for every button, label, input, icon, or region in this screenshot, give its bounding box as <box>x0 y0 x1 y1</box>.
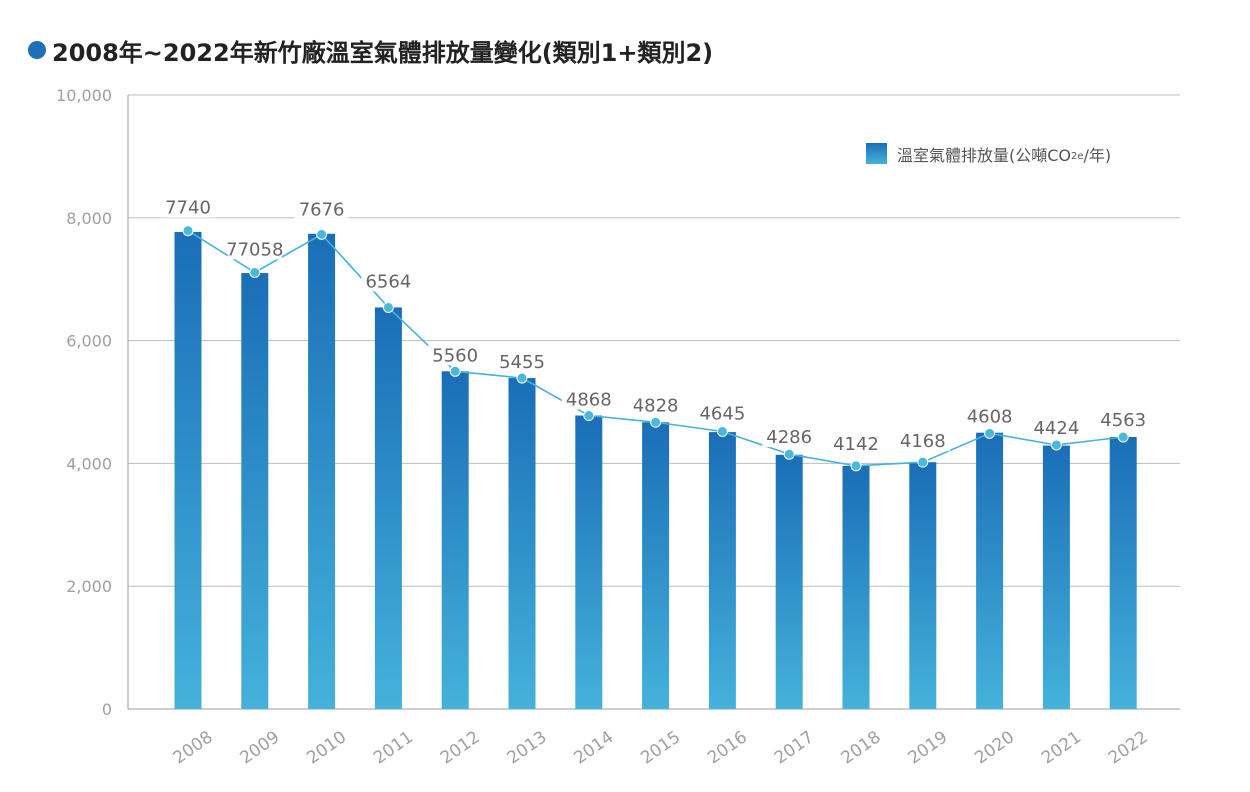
line-point <box>449 365 461 377</box>
data-label-bg <box>561 388 616 410</box>
data-label-bg <box>294 198 349 220</box>
x-tick-label: 2019 <box>904 727 951 768</box>
line-point <box>783 448 795 460</box>
x-tick-label: 2013 <box>504 727 551 768</box>
line-point <box>516 372 528 384</box>
y-tick-label: 10,000 <box>56 86 112 105</box>
line-point <box>382 301 394 313</box>
line-point <box>583 410 595 422</box>
x-tick-label: 2008 <box>170 727 217 768</box>
data-label: 6564 <box>365 271 411 292</box>
x-tick-label: 2016 <box>704 727 751 768</box>
bar <box>976 432 1004 709</box>
chart-title: 2008年~2022年新竹廠溫室氣體排放量變化(類別1+類別2) <box>52 38 714 67</box>
data-label: 4424 <box>1033 418 1079 439</box>
line-point <box>182 225 194 237</box>
y-tick-label: 6,000 <box>66 332 112 351</box>
data-label: 7740 <box>165 198 211 219</box>
line-point <box>716 425 728 437</box>
data-label-bg <box>161 196 215 218</box>
data-label: 77058 <box>226 239 283 260</box>
x-tick-label: 2018 <box>838 727 885 768</box>
bar <box>708 432 736 709</box>
legend-label: 溫室氣體排放量(公噸CO2e/年) <box>897 146 1111 165</box>
line-point <box>917 456 929 468</box>
y-tick-label: 2,000 <box>66 577 112 596</box>
bar <box>1042 445 1070 709</box>
data-label: 4286 <box>766 427 812 448</box>
data-label-bg <box>1029 416 1084 438</box>
data-label-bg <box>695 402 750 424</box>
x-tick-label: 2020 <box>971 727 1018 768</box>
data-label: 7676 <box>299 199 345 220</box>
bar <box>374 307 402 709</box>
data-label-bg <box>361 270 416 292</box>
y-tick-label: 4,000 <box>66 454 112 473</box>
line-point <box>650 416 662 428</box>
data-label-bg <box>428 344 483 366</box>
data-label: 4828 <box>633 395 679 416</box>
data-label-bg <box>1096 408 1151 430</box>
bar <box>441 371 469 709</box>
bar <box>842 465 870 709</box>
y-tick-label: 8,000 <box>66 209 112 228</box>
bars <box>174 231 1137 709</box>
x-tick-label: 2021 <box>1038 727 1085 768</box>
bar <box>775 454 803 709</box>
data-label-bg <box>762 426 817 448</box>
x-tick-label: 2010 <box>303 727 350 768</box>
bar <box>909 462 937 709</box>
data-label: 4608 <box>967 406 1013 427</box>
line-point <box>1117 431 1129 443</box>
data-label-bg <box>227 238 282 260</box>
data-label-bg <box>495 351 549 373</box>
bar <box>1109 436 1137 709</box>
data-label: 4563 <box>1100 410 1146 431</box>
legend: 溫室氣體排放量(公噸CO2e/年) <box>866 143 1111 165</box>
bar <box>642 422 670 709</box>
title-bullet-icon <box>28 41 46 59</box>
data-label: 4142 <box>833 434 879 455</box>
bar <box>575 415 603 709</box>
data-label: 5455 <box>499 352 545 373</box>
line-point <box>984 427 996 439</box>
data-label-bg <box>962 405 1017 427</box>
data-label: 5560 <box>432 345 478 366</box>
x-tick-label: 2009 <box>236 727 283 768</box>
legend-swatch <box>866 143 887 164</box>
line-point <box>850 460 862 472</box>
line-point <box>249 266 261 278</box>
data-label-bg <box>895 430 950 452</box>
trend-line <box>182 225 1129 472</box>
bar <box>308 233 336 709</box>
x-tick-label: 2012 <box>437 727 484 768</box>
x-tick-label: 2017 <box>771 727 818 768</box>
x-tick-label: 2011 <box>370 727 417 768</box>
line-point <box>316 228 328 240</box>
data-label-bg <box>829 432 883 454</box>
line-point <box>1050 439 1062 451</box>
bar <box>241 273 269 709</box>
data-label: 4645 <box>699 403 745 424</box>
bar <box>508 378 536 709</box>
data-label: 4168 <box>900 431 946 452</box>
y-tick-label: 0 <box>102 700 112 719</box>
chart-title-row: 2008年~2022年新竹廠溫室氣體排放量變化(類別1+類別2) <box>28 30 713 70</box>
x-tick-label: 2022 <box>1105 727 1152 768</box>
bar <box>174 231 202 709</box>
x-tick-label: 2014 <box>570 727 617 768</box>
data-labels: 7740 77058 7676 6564 5560 5455 4868 4828 4645 428… <box>161 196 1151 455</box>
x-tick-label: 2015 <box>637 727 684 768</box>
data-label-bg <box>628 394 683 416</box>
data-label: 4868 <box>566 390 612 411</box>
